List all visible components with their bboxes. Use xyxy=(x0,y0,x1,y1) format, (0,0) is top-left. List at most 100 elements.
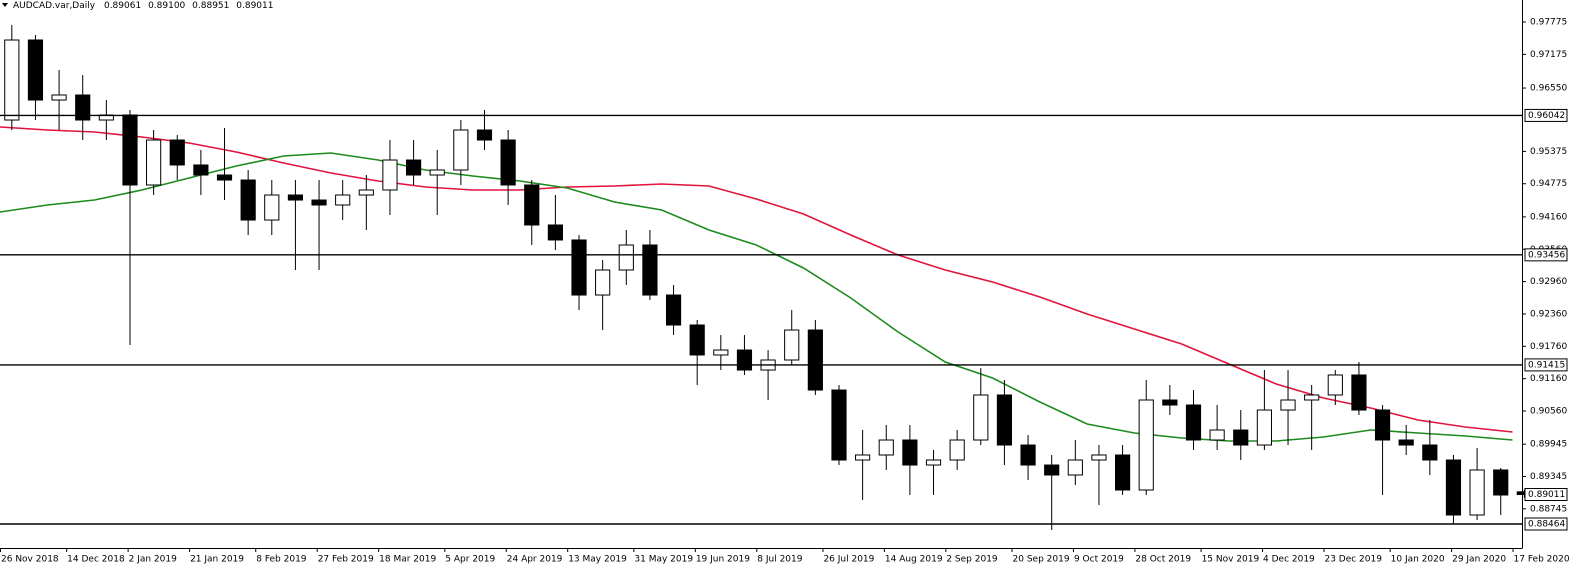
x-tick-label: 20 Sep 2019 xyxy=(1013,555,1070,565)
last-close: 0.89011 xyxy=(236,1,273,11)
candle-body xyxy=(713,349,729,356)
y-tick-label: 0.94775 xyxy=(1530,179,1567,189)
x-tick-label: 8 Feb 2019 xyxy=(256,555,307,565)
y-tick-label: 0.95375 xyxy=(1530,147,1567,157)
level-label: 0.91415 xyxy=(1528,360,1565,370)
candle-body xyxy=(1067,459,1083,476)
y-tick-label: 0.92960 xyxy=(1530,277,1567,287)
candle-body xyxy=(1469,469,1485,516)
candle-body xyxy=(193,164,209,176)
x-tick-label: 24 Apr 2019 xyxy=(507,555,563,565)
level-label: 0.93456 xyxy=(1528,250,1565,260)
y-tick-label: 0.88745 xyxy=(1530,504,1567,514)
candle-body xyxy=(1280,399,1296,411)
x-tick-label: 27 Feb 2019 xyxy=(318,555,374,565)
candle-body xyxy=(949,439,965,461)
candle-body xyxy=(311,199,327,206)
x-tick-label: 9 Oct 2019 xyxy=(1074,555,1124,565)
x-tick-label: 31 May 2019 xyxy=(634,555,693,565)
candle-body xyxy=(453,129,469,171)
candle-body xyxy=(996,394,1013,446)
candle-body xyxy=(571,239,587,296)
candle-body xyxy=(878,439,894,456)
x-tick-label: 5 Apr 2019 xyxy=(445,555,495,565)
chart-header: AUDCAD.var,Daily 0.89061 0.89100 0.88951… xyxy=(13,1,273,11)
level-box xyxy=(1524,108,1568,122)
moving-average xyxy=(0,126,1513,433)
candle-body xyxy=(146,139,162,186)
candle-body xyxy=(429,169,445,176)
last-price-box xyxy=(1524,488,1568,502)
x-tick-label: 28 Oct 2019 xyxy=(1135,555,1191,565)
y-tick-label: 0.94160 xyxy=(1530,212,1567,222)
x-tick-label: 14 Dec 2018 xyxy=(67,555,125,565)
candle-body xyxy=(1115,454,1131,491)
x-tick-label: 26 Nov 2018 xyxy=(1,555,59,565)
x-tick-label: 2 Jan 2019 xyxy=(129,555,177,565)
y-tick-label: 0.91160 xyxy=(1530,374,1567,384)
candle-body xyxy=(1185,404,1202,441)
x-tick-label: 19 Jun 2019 xyxy=(696,555,750,565)
x-tick-label: 21 Jan 2019 xyxy=(190,555,244,565)
candle-body xyxy=(1445,459,1462,516)
x-tick-label: 4 Dec 2019 xyxy=(1263,555,1315,565)
x-tick-label: 23 Dec 2019 xyxy=(1324,555,1382,565)
x-tick-label: 2 Sep 2019 xyxy=(946,555,998,565)
candle-body xyxy=(169,139,185,166)
candle-body xyxy=(51,94,67,101)
header-arrow xyxy=(2,3,8,7)
candle-body xyxy=(524,184,540,226)
y-tick-label: 0.89345 xyxy=(1530,472,1567,482)
x-tick-label: 29 Jan 2020 xyxy=(1452,555,1506,565)
x-tick-label: 13 May 2019 xyxy=(568,555,627,565)
candle-body xyxy=(358,189,374,196)
symbol: AUDCAD.var,Daily xyxy=(13,1,96,11)
candle-body xyxy=(855,454,871,461)
candle-body xyxy=(807,329,823,391)
candle-body xyxy=(784,329,800,361)
candle-body xyxy=(287,194,304,201)
candle-body xyxy=(27,39,44,101)
level-box xyxy=(1524,517,1568,531)
candle-body xyxy=(665,294,682,326)
candle-body xyxy=(4,39,20,121)
candle-body xyxy=(335,194,351,206)
y-tick-label: 0.90560 xyxy=(1530,407,1567,417)
candle-body xyxy=(240,179,256,221)
candle-body xyxy=(1304,394,1320,401)
candle-body xyxy=(500,139,516,186)
y-tick-label: 0.96550 xyxy=(1530,84,1567,94)
level-label: 0.96042 xyxy=(1528,111,1565,121)
last-high: 0.89100 xyxy=(148,1,185,11)
candle-body xyxy=(122,114,138,186)
candle-body xyxy=(1044,464,1060,476)
candle-body xyxy=(75,94,91,121)
candle-body xyxy=(405,159,422,176)
candle-body xyxy=(547,224,563,241)
x-tick-label: 15 Nov 2019 xyxy=(1202,555,1260,565)
candle-body xyxy=(595,269,611,296)
candle-body xyxy=(1256,409,1272,446)
x-tick-label: 8 Jul 2019 xyxy=(757,555,802,565)
candle-body xyxy=(476,129,493,141)
candle-body xyxy=(1233,429,1249,446)
candle-body xyxy=(216,174,233,181)
y-tick-label: 0.89945 xyxy=(1530,440,1567,450)
candle-body xyxy=(1138,399,1154,491)
candle-body xyxy=(902,439,918,466)
x-tick-label: 18 Mar 2019 xyxy=(379,555,436,565)
last-low: 0.88951 xyxy=(192,1,229,11)
level-label: 0.88464 xyxy=(1528,520,1565,530)
x-tick-label: 10 Jan 2020 xyxy=(1391,555,1445,565)
candle-body xyxy=(1327,374,1343,396)
level-box xyxy=(1524,358,1568,372)
y-tick-label: 0.92360 xyxy=(1530,309,1567,319)
candle-body xyxy=(1374,409,1391,441)
candle-body xyxy=(1493,469,1509,496)
candle-body xyxy=(1398,439,1414,446)
last-price-label: 0.89011 xyxy=(1528,490,1565,500)
candle-body xyxy=(1422,444,1438,461)
y-tick-label: 0.91760 xyxy=(1530,342,1567,352)
